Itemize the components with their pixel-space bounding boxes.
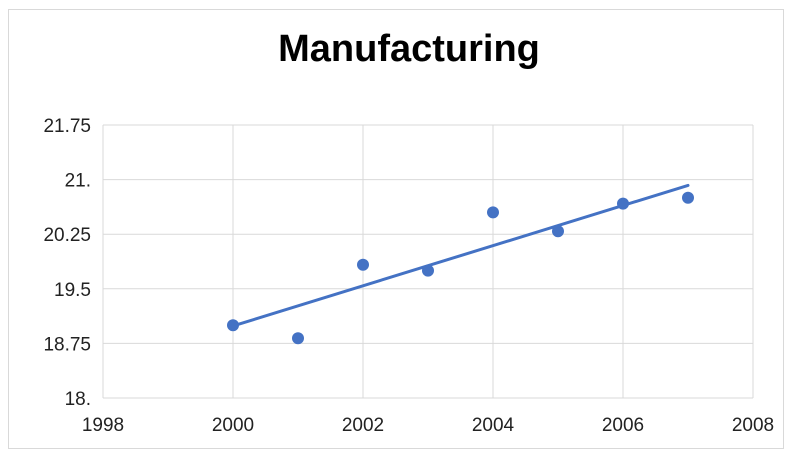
y-tick-label: 19.5 <box>54 280 91 301</box>
data-point <box>487 206 499 219</box>
chart-title: Manufacturing <box>278 28 540 70</box>
y-tick-label: 20.25 <box>43 225 91 246</box>
x-tick-label: 2000 <box>212 415 254 436</box>
y-tick-label: 21. <box>65 171 91 192</box>
data-point <box>357 258 369 271</box>
x-tick-label: 1998 <box>82 415 124 436</box>
chart-frame <box>8 9 784 449</box>
x-tick-label: 2004 <box>472 415 515 436</box>
x-tick-label: 2008 <box>732 415 774 436</box>
data-point <box>617 197 629 210</box>
y-tick-label: 18.75 <box>43 334 91 355</box>
y-tick-label: 18. <box>65 389 91 410</box>
x-tick-label: 2006 <box>602 415 644 436</box>
data-point <box>682 191 694 204</box>
data-point <box>227 319 239 332</box>
x-tick-label: 2002 <box>342 415 384 436</box>
data-point <box>422 264 434 277</box>
y-tick-label: 21.75 <box>43 116 91 137</box>
data-point <box>292 332 304 345</box>
trendline <box>231 183 690 328</box>
data-point <box>552 225 564 238</box>
